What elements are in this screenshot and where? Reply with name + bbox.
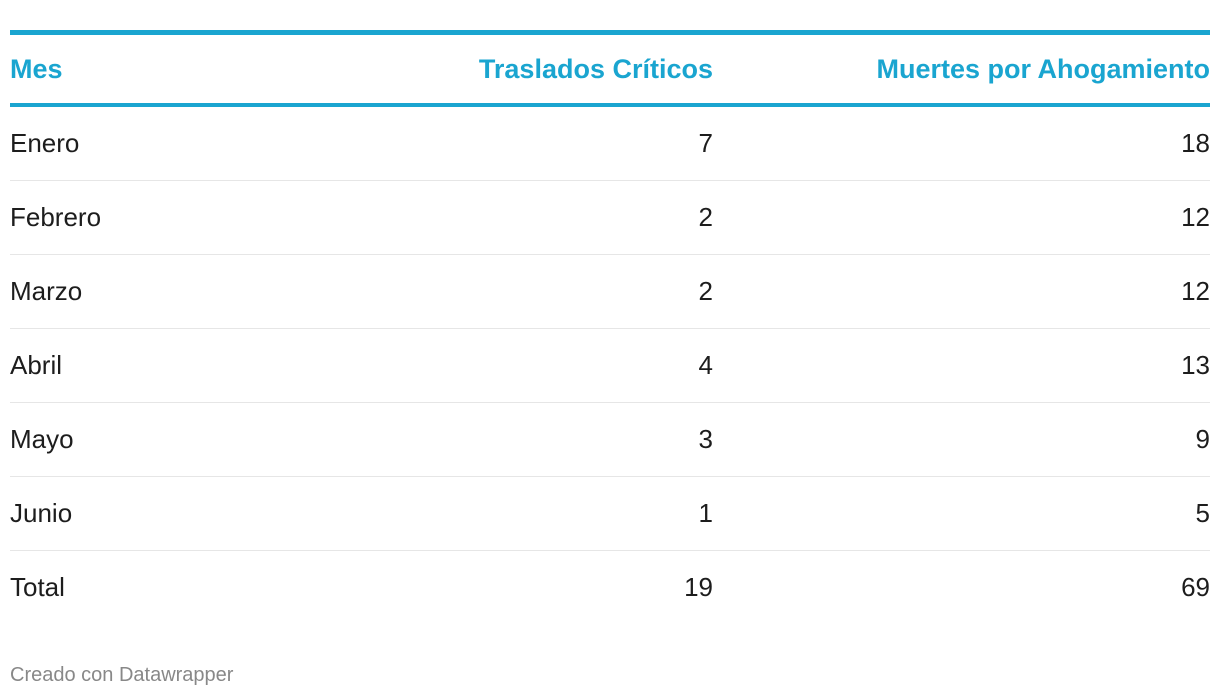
data-table: Mes Traslados Críticos Muertes por Ahoga… <box>10 30 1210 624</box>
table-row: Febrero 2 12 <box>10 181 1210 255</box>
cell-mes: Febrero <box>10 202 102 232</box>
cell-muertes: 69 <box>1181 572 1210 602</box>
cell-traslados: 4 <box>698 350 713 380</box>
header-row: Mes Traslados Críticos Muertes por Ahoga… <box>10 32 1210 105</box>
cell-muertes: 13 <box>1181 350 1210 380</box>
cell-muertes: 18 <box>1181 128 1210 158</box>
cell-mes: Abril <box>10 350 63 380</box>
cell-traslados: 3 <box>698 424 713 454</box>
table-row: Marzo 2 12 <box>10 255 1210 329</box>
column-header-mes[interactable]: Mes <box>10 53 63 84</box>
footer-credit[interactable]: Creado con Datawrapper <box>10 664 234 686</box>
table-row: Enero 7 18 <box>10 105 1210 181</box>
cell-mes: Mayo <box>10 424 74 454</box>
cell-muertes: 12 <box>1181 276 1210 306</box>
cell-mes: Marzo <box>10 276 83 306</box>
table-row: Total 19 69 <box>10 551 1210 625</box>
cell-mes: Junio <box>10 498 73 528</box>
cell-muertes: 9 <box>1195 424 1210 454</box>
column-header-traslados[interactable]: Traslados Críticos <box>478 53 713 84</box>
table-row: Mayo 3 9 <box>10 403 1210 477</box>
table-row: Abril 4 13 <box>10 329 1210 403</box>
cell-mes: Enero <box>10 128 80 158</box>
cell-muertes: 5 <box>1195 498 1210 528</box>
cell-traslados: 19 <box>684 572 713 602</box>
table-row: Junio 1 5 <box>10 477 1210 551</box>
cell-traslados: 1 <box>698 498 713 528</box>
cell-traslados: 2 <box>698 202 713 232</box>
cell-mes: Total <box>10 572 65 602</box>
cell-muertes: 12 <box>1181 202 1210 232</box>
column-header-muertes[interactable]: Muertes por Ahogamiento <box>876 53 1210 84</box>
cell-traslados: 2 <box>698 276 713 306</box>
cell-traslados: 7 <box>698 128 713 158</box>
